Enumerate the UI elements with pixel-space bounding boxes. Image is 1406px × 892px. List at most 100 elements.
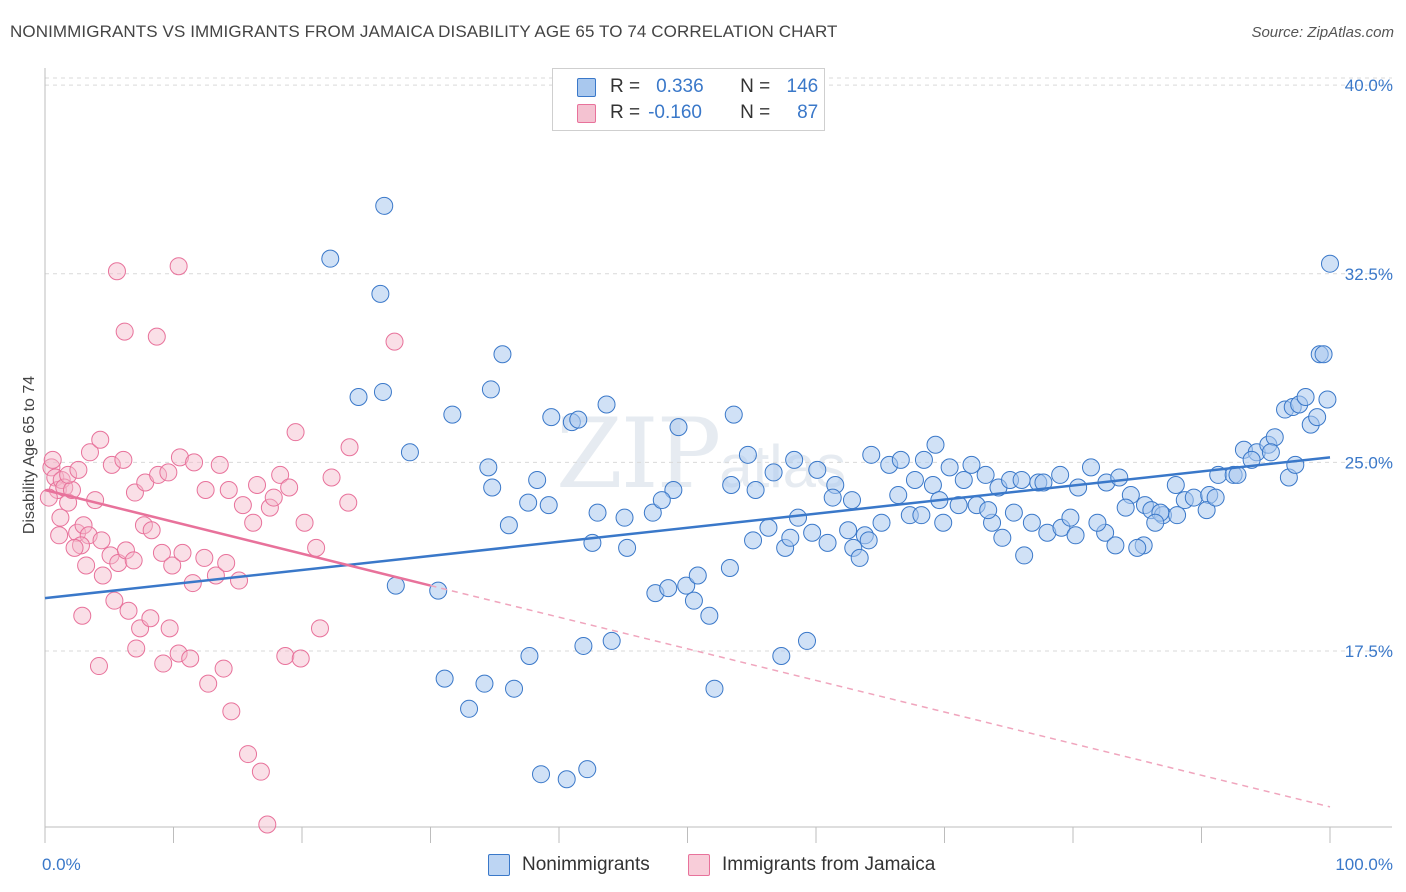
- jamaica-point: [195, 548, 214, 567]
- jamaica-point: [102, 455, 121, 474]
- jamaica-point: [65, 538, 84, 557]
- jamaica-point: [69, 460, 88, 479]
- nonimmigrant-point: [652, 491, 671, 510]
- nonimmigrant-point: [705, 679, 724, 698]
- nonimmigrant-point: [1168, 506, 1187, 525]
- legend-r-label: R =: [610, 76, 641, 97]
- jamaica-point: [385, 332, 404, 351]
- nonimmigrant-point: [1110, 468, 1129, 487]
- jamaica-point: [159, 463, 178, 482]
- jamaica-points: [39, 257, 404, 834]
- x-tick-label: 100.0%: [1335, 855, 1393, 874]
- nonimmigrant-point: [934, 513, 953, 532]
- nonimmigrant-point: [1206, 488, 1225, 507]
- jamaica-point: [114, 450, 133, 469]
- jamaica-point: [307, 538, 326, 557]
- nonimmigrants-points: [321, 196, 1339, 789]
- nonimmigrant-point: [1066, 526, 1085, 545]
- nonimmigrant-point: [781, 528, 800, 547]
- jamaica-point: [271, 465, 290, 484]
- jamaica-point: [217, 553, 236, 572]
- nonimmigrant-point: [1106, 536, 1125, 555]
- nonimmigrant-point: [862, 445, 881, 464]
- jamaica-point: [107, 262, 126, 281]
- nonimmigrant-point: [435, 669, 454, 688]
- jamaica-point: [154, 654, 173, 673]
- y-tick-label: 32.5%: [1345, 265, 1393, 284]
- chart-title: NONIMMIGRANTS VS IMMIGRANTS FROM JAMAICA…: [10, 22, 838, 41]
- nonimmigrant-point: [1034, 473, 1053, 492]
- nonimmigrant-point: [912, 506, 931, 525]
- jamaica-point: [295, 513, 314, 532]
- nonimmigrant-point: [578, 760, 597, 779]
- nonimmigrant-point: [520, 646, 539, 665]
- nonimmigrant-point: [475, 674, 494, 693]
- jamaica-point: [181, 649, 200, 668]
- nonimmigrant-point: [1184, 488, 1203, 507]
- jamaica-point: [89, 657, 108, 676]
- nonimmigrant-point: [785, 450, 804, 469]
- nonimmigrant-point: [602, 631, 621, 650]
- tick-labels: 17.5% 25.0% 32.5% 40.0% 0.0% 100.0%: [42, 76, 1393, 874]
- jamaica-point: [80, 443, 99, 462]
- nonimmigrant-point: [429, 581, 448, 600]
- jamaica-point: [124, 551, 143, 570]
- nonimmigrant-point: [1265, 428, 1284, 447]
- jamaica-point: [244, 513, 263, 532]
- bottom-legend-jamaica: Immigrants from Jamaica: [688, 852, 935, 878]
- nonimmigrant-point: [1314, 345, 1333, 364]
- nonimmigrant-point: [588, 503, 607, 522]
- nonimmigrant-point: [615, 508, 634, 527]
- nonimmigrant-point: [850, 548, 869, 567]
- nonimmigrant-point: [1088, 513, 1107, 532]
- source-credit: Source: ZipAtlas.com: [1251, 24, 1394, 41]
- nonimmigrant-point: [722, 475, 741, 494]
- jamaica-point: [116, 541, 135, 560]
- nonimmigrant-point: [505, 679, 524, 698]
- legend-row-jamaica: R = -0.160 N = 87: [577, 101, 818, 125]
- jamaica-point: [233, 496, 252, 515]
- jamaica-point: [280, 478, 299, 497]
- nonimmigrant-point: [643, 503, 662, 522]
- jamaica-point: [169, 257, 188, 276]
- jamaica-point: [50, 526, 69, 545]
- nonimmigrant-point: [1318, 390, 1337, 409]
- jamaica-point: [160, 619, 179, 638]
- nonimmigrant-point: [618, 538, 637, 557]
- nonimmigrant-point: [808, 460, 827, 479]
- nonimmigrant-point: [798, 631, 817, 650]
- nonimmigrant-point: [479, 458, 498, 477]
- nonimmigrant-point: [738, 445, 757, 464]
- nonimmigrant-point: [859, 531, 878, 550]
- legend-n-label: N =: [740, 76, 771, 97]
- nonimmigrant-point: [1022, 513, 1041, 532]
- nonimmigrant-point: [891, 450, 910, 469]
- nonimmigrant-point: [976, 465, 995, 484]
- nonimmigrant-point: [1128, 538, 1147, 557]
- nonimmigrant-point: [993, 528, 1012, 547]
- nonimmigrant-point: [539, 496, 558, 515]
- nonimmigrant-point: [1166, 475, 1185, 494]
- jamaica-point: [169, 644, 188, 663]
- nonimmigrant-point: [823, 488, 842, 507]
- correlation-legend: R = 0.336 N = 146 R = -0.160 N = 87: [552, 68, 825, 131]
- axes: [44, 68, 1392, 843]
- jamaica-point: [115, 322, 134, 341]
- nonimmigrant-point: [1197, 501, 1216, 520]
- jamaica-point: [276, 646, 295, 665]
- jamaica-point: [59, 465, 78, 484]
- jamaica-point: [260, 498, 279, 517]
- y-tick-label: 40.0%: [1345, 76, 1393, 95]
- nonimmigrant-point: [688, 566, 707, 585]
- nonimmigrant-point: [744, 531, 763, 550]
- jamaica-point: [251, 762, 270, 781]
- nonimmigrants-trend-line: [44, 456, 1331, 600]
- nonimmigrant-point: [684, 591, 703, 610]
- jamaica-point: [173, 543, 192, 562]
- jamaica-point: [185, 453, 204, 472]
- nonimmigrant-point: [818, 533, 837, 552]
- jamaica-point: [51, 508, 70, 527]
- nonimmigrant-point: [803, 523, 822, 542]
- legend-row-nonimmigrants: R = 0.336 N = 146: [577, 75, 818, 99]
- jamaica-point: [340, 438, 359, 457]
